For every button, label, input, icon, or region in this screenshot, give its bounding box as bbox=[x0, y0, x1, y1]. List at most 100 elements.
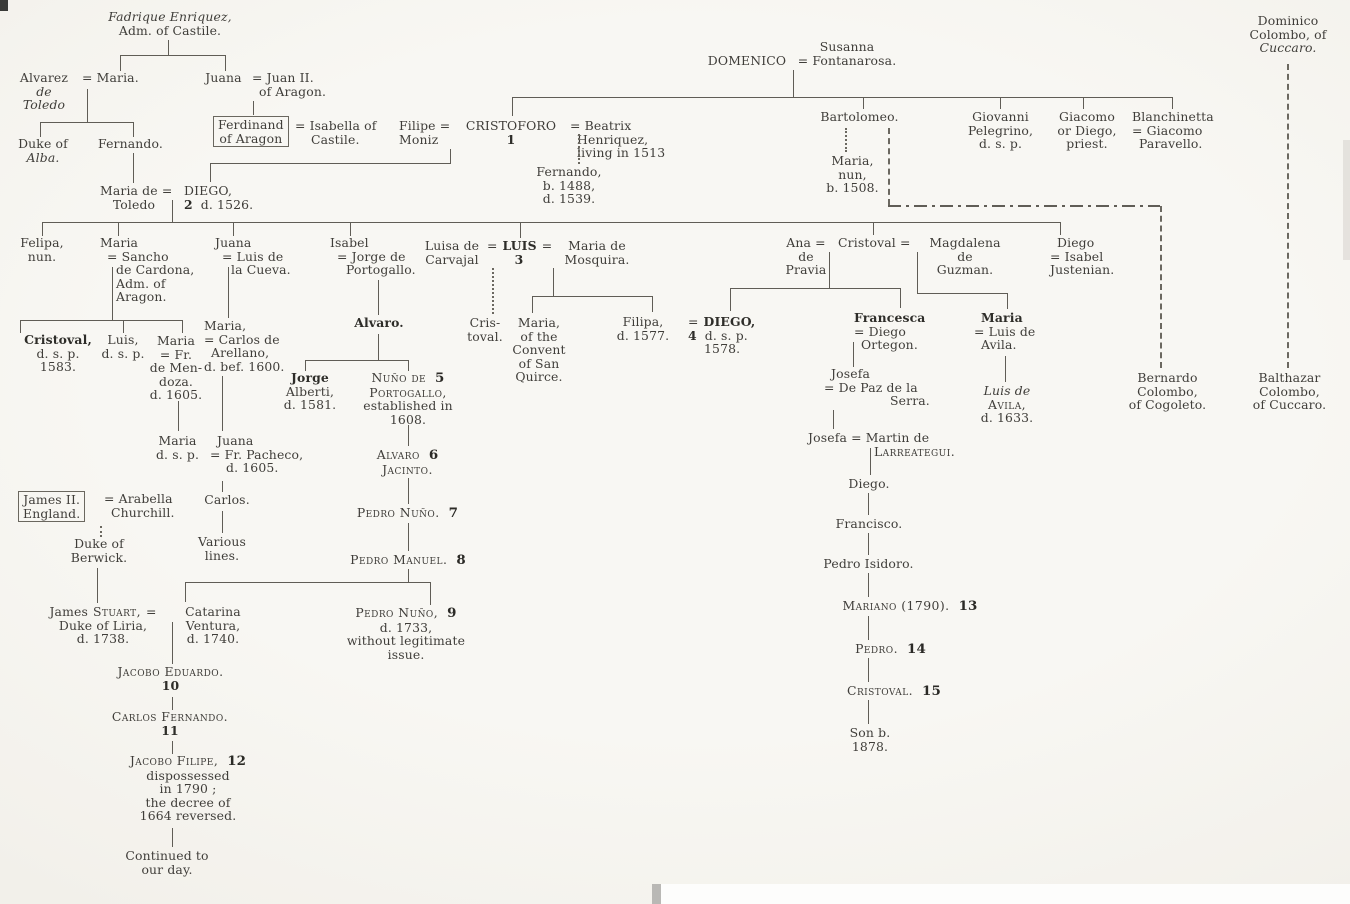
person-balthazar-colombo-of-cuccaro: Balthazar Colombo, of Cuccaro. bbox=[1252, 370, 1327, 413]
sibling-rail bbox=[185, 582, 430, 583]
sibling-rail bbox=[917, 293, 1007, 294]
marriage-line bbox=[917, 252, 918, 293]
person-dominico-colombo-of-cuccaro: Dominico Colombo, of Cuccaro. bbox=[1249, 13, 1327, 56]
descent-line bbox=[833, 410, 834, 429]
descent-line bbox=[378, 334, 379, 360]
descent-line bbox=[408, 523, 409, 551]
person-maria-de-toledo: Maria de = Toledo bbox=[100, 183, 173, 212]
illegitimate-line bbox=[578, 134, 580, 164]
descent-line bbox=[870, 448, 871, 475]
descent-line bbox=[1083, 97, 1084, 109]
person-fadrique-enriquez: Fadrique Enriquez, Adm. of Castile. bbox=[108, 9, 232, 38]
descent-line bbox=[868, 573, 869, 597]
scan-edge-mark bbox=[0, 0, 8, 11]
person-maria-nun: Maria, nun, b. 1508. bbox=[826, 153, 879, 196]
person-susanna-fontanarosa: Susanna = Fontanarosa. bbox=[797, 39, 897, 68]
descent-line bbox=[1060, 222, 1061, 235]
descent-line bbox=[868, 616, 869, 640]
person-giovanni-pelegrino: Giovanni Pelegrino, d. s. p. bbox=[967, 109, 1034, 152]
person-jacobo-eduardo-10: Jacobo Eduardo. 10 bbox=[117, 664, 224, 693]
uncertain-rail bbox=[888, 205, 1160, 207]
descent-line bbox=[868, 658, 869, 682]
person-various-lines: Various lines. bbox=[198, 534, 246, 563]
person-diego-2: DIEGO, 2 d. 1526. bbox=[184, 183, 254, 212]
descent-line bbox=[408, 478, 409, 504]
descent-line bbox=[172, 741, 173, 754]
person-cristoval-illegitimate: Cris-toval. bbox=[467, 315, 503, 344]
uncertain-line bbox=[1287, 64, 1289, 368]
scan-edge-streak bbox=[1343, 140, 1350, 260]
person-juana-luis-de-la-cueva: Juana = Luis de la Cueva. bbox=[215, 235, 291, 278]
descent-line bbox=[97, 568, 98, 603]
person-pedro-nuno-9: Pedro Nuño, 9 d. 1733, without legitimate is… bbox=[346, 605, 466, 662]
person-beatrix-henriquez: = Beatrix Henriquez, living in 1513 bbox=[570, 118, 666, 161]
descent-line bbox=[1007, 293, 1008, 309]
descent-line bbox=[120, 55, 226, 56]
descent-line bbox=[863, 97, 864, 109]
descent-line bbox=[253, 101, 254, 115]
person-bartolomeo: Bartolomeo. bbox=[820, 109, 899, 124]
person-maria-fr-de-mendoza: Maria = Fr. de Men-doza. d. 1605. bbox=[149, 333, 203, 403]
marriage-line bbox=[553, 268, 554, 296]
illegitimate-line bbox=[845, 128, 847, 152]
descent-line bbox=[222, 376, 223, 431]
descent-line bbox=[168, 40, 169, 55]
descent-line bbox=[378, 280, 379, 315]
descent-line bbox=[1172, 97, 1173, 109]
illegitimate-line bbox=[100, 526, 102, 537]
person-josefa-martin-de-larreategui: Josefa = Martin de Larreategui. bbox=[808, 430, 956, 459]
descent-line bbox=[178, 401, 179, 431]
person-diego-child: Diego. bbox=[848, 476, 890, 491]
person-filipa-d-1577: Filipa, d. 1577. bbox=[616, 314, 670, 343]
descent-line bbox=[210, 163, 211, 182]
person-luis-dsp: Luis, d. s. p. bbox=[101, 332, 145, 361]
person-juana: Juana bbox=[205, 70, 242, 85]
person-maria-dsp: Maria d. s. p. bbox=[155, 433, 200, 462]
descent-line bbox=[868, 700, 869, 724]
person-maria-of-convent-san-quirce: Maria, of the Convent of San Quirce. bbox=[512, 315, 566, 385]
descent-line bbox=[520, 222, 521, 238]
marriage-line bbox=[172, 200, 173, 222]
descent-line bbox=[210, 163, 450, 164]
descent-line bbox=[42, 222, 43, 236]
person-isabel-jorge-de-portogallo: Isabel = Jorge de Portogallo. bbox=[330, 235, 416, 278]
person-alvarez-de-toledo: Alvarez de Toledo bbox=[19, 70, 69, 113]
person-pedro-manuel-8: Pedro Manuel. 8 bbox=[350, 552, 466, 568]
person-josefa-de-paz-de-la-serra: Josefa = De Paz de la Serra. bbox=[824, 366, 930, 409]
person-bernardo-colombo-of-cogoleto: Bernardo Colombo, of Cogoleto. bbox=[1128, 370, 1207, 413]
person-catarina-ventura: Catarina Ventura, d. 1740. bbox=[185, 604, 241, 647]
marriage-line bbox=[172, 622, 173, 664]
person-cristoval: Cristoval = bbox=[838, 235, 911, 250]
descent-line bbox=[225, 55, 226, 71]
person-son-b-1878: Son b. 1878. bbox=[849, 725, 891, 754]
person-pedro-14: Pedro. 14 bbox=[855, 641, 926, 657]
person-blanchinetta-paravello: Blanchinetta = Giacomo Paravello. bbox=[1132, 109, 1214, 152]
descent-line bbox=[652, 296, 653, 312]
descent-line bbox=[40, 122, 41, 137]
person-carlos: Carlos. bbox=[204, 492, 250, 507]
descent-line bbox=[118, 222, 119, 236]
descent-line bbox=[532, 296, 533, 313]
person-arabella-churchill: = Arabella Churchill. bbox=[104, 491, 175, 520]
person-francesca-diego-ortegon: Francesca = Diego Ortegon. bbox=[854, 310, 926, 353]
descent-line bbox=[430, 582, 431, 605]
person-fernando: Fernando. bbox=[98, 136, 163, 151]
person-james-stuart-duke-of-liria: James Stuart, = Duke of Liria, d. 1738. bbox=[49, 604, 157, 647]
descent-line bbox=[408, 569, 409, 582]
person-duke-of-alba: Duke of Alba. bbox=[18, 136, 68, 165]
person-maria-luis-de-avila: Maria = Luis de Avila. bbox=[974, 310, 1036, 353]
descent-line bbox=[868, 533, 869, 555]
person-nuno-de-portogallo-5: Nuño de 5 Portogallo, established in 1608. bbox=[363, 370, 453, 427]
person-cristoval-dsp-1583: Cristoval, d. s. p. 1583. bbox=[24, 332, 92, 375]
scan-bottom-strip bbox=[652, 884, 1350, 904]
descent-line bbox=[233, 222, 234, 236]
sibling-rail bbox=[20, 320, 182, 321]
person-james-ii-england: James II. England. bbox=[18, 491, 86, 523]
descent-line bbox=[185, 582, 186, 602]
descent-line bbox=[1005, 356, 1006, 382]
descent-line bbox=[20, 320, 21, 333]
descent-line bbox=[40, 122, 134, 123]
uncertain-line bbox=[888, 128, 890, 205]
person-mariano-1790-13: Mariano (1790). 13 bbox=[842, 598, 978, 614]
